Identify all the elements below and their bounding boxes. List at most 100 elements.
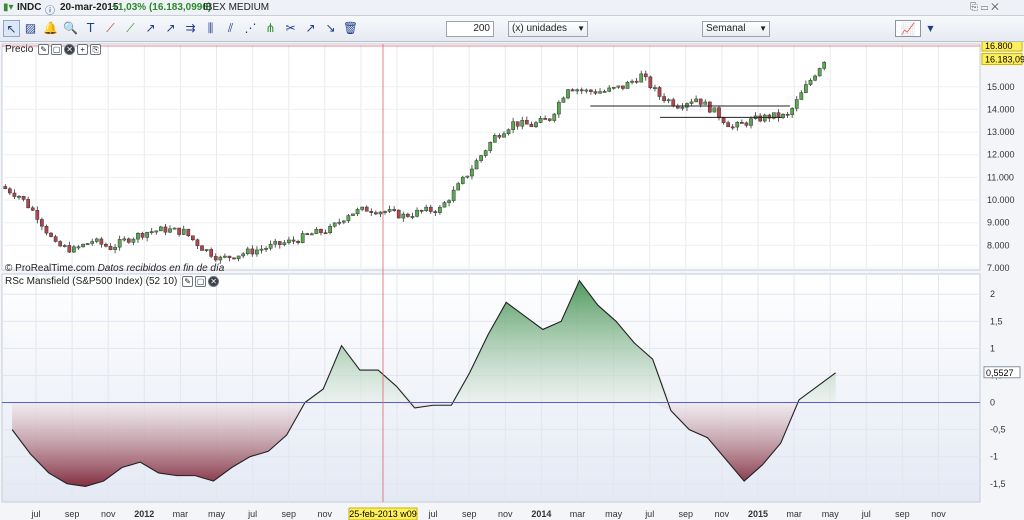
x-tick-label: may [208, 509, 226, 519]
candle-up [804, 84, 808, 93]
candle-down [730, 126, 735, 129]
arrow-up-icon[interactable]: ↗ [305, 21, 316, 35]
candle-up [424, 206, 429, 211]
pitchfork-icon[interactable]: ⋔ [265, 21, 276, 35]
candle-down [49, 232, 53, 237]
rsc-negative-area [12, 402, 836, 487]
candle-down [12, 192, 17, 197]
candle-down [200, 245, 204, 251]
trendline-green-icon[interactable]: ⟋ [126, 21, 135, 35]
maximize-icon[interactable]: ▢ [51, 44, 63, 55]
rsc-tick-label: -1,5 [990, 479, 1006, 489]
candle-up [817, 68, 822, 77]
candle-down [428, 206, 433, 212]
ray-tool-icon[interactable]: ↗ [165, 21, 176, 35]
channel-tool-icon[interactable]: ⫽ [227, 21, 234, 35]
candle-up [360, 206, 364, 210]
date-label: 20-mar-2015 [60, 2, 119, 13]
fibonacci-icon[interactable]: ⋰ [244, 21, 257, 35]
copy-icon[interactable]: ⎘ [90, 44, 102, 55]
close-icon[interactable]: ✕ [208, 276, 220, 287]
x-tick-label: may [822, 509, 840, 519]
candle-down [497, 135, 502, 138]
candle-down [108, 246, 113, 250]
text-tool-icon[interactable]: T [86, 21, 95, 35]
rsc-last-badge [983, 366, 1021, 379]
zoom-icon[interactable]: 🔍 [63, 21, 78, 35]
candle-up [442, 202, 447, 208]
pointer-tool-icon[interactable]: ↖ [3, 20, 20, 37]
candle-up [447, 200, 451, 203]
candle-up [158, 226, 163, 232]
candle-down [21, 195, 26, 200]
candle-down [406, 213, 410, 217]
candle-up [145, 231, 149, 238]
candle-up [154, 230, 159, 233]
add-icon[interactable]: + [77, 44, 89, 55]
candle-down [707, 101, 712, 113]
candle-down [515, 121, 520, 127]
candle-up [332, 222, 337, 227]
candle-up [355, 209, 360, 215]
candle-down [195, 239, 200, 247]
info-icon[interactable]: ⓘ [45, 6, 55, 17]
candle-down [758, 115, 763, 122]
candle-up [346, 215, 351, 222]
candle-down [726, 122, 730, 128]
trash-icon[interactable]: 🗑 [342, 21, 359, 35]
candle-up [204, 249, 209, 251]
instrument-icon[interactable]: ▮▾ [3, 2, 14, 13]
vertical-line-icon[interactable]: ⫼ [207, 21, 214, 35]
candle-up [799, 92, 804, 100]
candle-up [282, 242, 287, 245]
quantity-input[interactable]: 200 [446, 21, 494, 37]
candle-up [255, 249, 259, 255]
close-icon[interactable]: ✕ [64, 44, 76, 55]
maximize-icon[interactable]: ▢ [195, 276, 207, 287]
window-controls[interactable]: ⎘ ▭ ✕ [970, 2, 999, 13]
candle-up [611, 86, 616, 89]
chart-area[interactable]: julsepnov2012marmayjulsepnov2013mayjulse… [0, 42, 1024, 520]
candle-up [218, 256, 223, 261]
candlestick-series [3, 61, 827, 264]
indicators-icon[interactable]: 📈 [895, 20, 921, 37]
tools-icon[interactable]: ✂ [285, 21, 296, 35]
rsc-line [11, 279, 836, 488]
candle-up [790, 108, 795, 115]
trendline-red-icon[interactable]: ⟋ [106, 21, 115, 35]
wrench-icon[interactable]: ✎ [182, 276, 194, 287]
units-dropdown[interactable]: (x) unidades ▼ [508, 21, 588, 37]
price-tick-label: 15.000 [987, 82, 1015, 92]
candle-up [94, 238, 99, 242]
period-dropdown[interactable]: Semanal ▼ [702, 21, 770, 37]
x-tick-label: mar [570, 509, 586, 519]
candle-up [90, 241, 95, 244]
candle-down [209, 249, 214, 257]
candle-down [589, 89, 593, 92]
candle-down [671, 99, 676, 107]
wrench-icon[interactable]: ✎ [38, 44, 50, 55]
candle-down [785, 113, 790, 116]
candle-down [543, 118, 547, 120]
candle-up [575, 89, 580, 92]
symbol-label[interactable]: INDC [17, 2, 42, 13]
arrow-down-icon[interactable]: ↘ [325, 21, 336, 35]
candle-down [163, 226, 168, 233]
candle-down [30, 207, 35, 211]
candle-up [62, 245, 67, 247]
x-tick-label: may [605, 509, 623, 519]
candle-up [470, 168, 474, 177]
line-tool-icon[interactable]: ↗ [145, 21, 156, 35]
crosshair-tool-icon[interactable]: ▨ [24, 21, 37, 35]
horizontal-line-icon[interactable]: ⇉ [185, 21, 196, 35]
axes: julsepnov2012marmayjulsepnov2013mayjulse… [30, 42, 1024, 520]
candle-down [213, 256, 218, 261]
alarm-icon[interactable]: 🔔 [43, 21, 58, 35]
candle-up [268, 243, 273, 249]
candle-up [241, 253, 246, 257]
indicators-menu-icon[interactable]: ▼ [927, 24, 934, 33]
candle-up [72, 246, 76, 253]
candle-up [117, 239, 122, 248]
x-tick-label: mar [173, 509, 189, 519]
candle-up [607, 87, 612, 92]
